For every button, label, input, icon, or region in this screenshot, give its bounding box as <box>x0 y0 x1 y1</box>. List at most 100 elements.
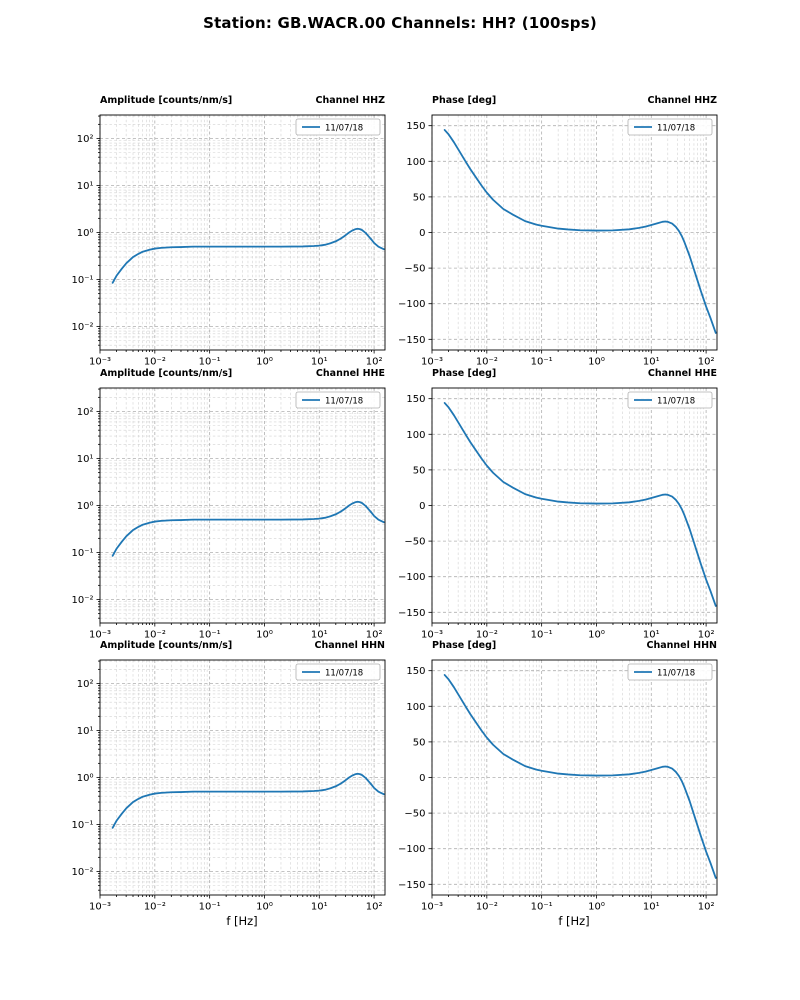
svg-text:10²: 10² <box>366 630 383 641</box>
minor-grid <box>100 388 385 623</box>
svg-text:10⁻²: 10⁻² <box>71 322 93 333</box>
svg-text:−100: −100 <box>398 572 425 583</box>
response-curve <box>111 500 385 557</box>
svg-text:10¹: 10¹ <box>643 357 660 368</box>
phase-axis-title: Phase [deg] <box>432 95 497 106</box>
svg-text:10²: 10² <box>366 357 383 368</box>
tick-marks <box>96 388 375 627</box>
legend: 11/07/18 <box>295 663 381 681</box>
svg-text:10²: 10² <box>77 407 94 418</box>
svg-text:10²: 10² <box>698 630 715 641</box>
subplot-amplitude-hhn: Amplitude [counts/nm/s] Channel HHN 10⁻³… <box>42 638 392 926</box>
svg-text:100: 100 <box>406 157 425 168</box>
svg-text:10⁻¹: 10⁻¹ <box>531 357 553 368</box>
svg-text:150: 150 <box>406 121 425 132</box>
amplitude-axis-title: Amplitude [counts/nm/s] <box>100 368 233 379</box>
subplot-phase-hhz: Phase [deg] Channel HHZ 10⁻³ 10⁻² 10⁻¹ 10⁰ 1… <box>374 93 724 381</box>
svg-text:10¹: 10¹ <box>77 726 94 737</box>
svg-text:10⁰: 10⁰ <box>256 357 273 368</box>
subplot-phase-hhn: Phase [deg] Channel HHN 10⁻³ 10⁻² 10⁻¹ 10⁰ 1… <box>374 638 724 926</box>
svg-text:10⁻²: 10⁻² <box>476 630 498 641</box>
svg-text:10⁻²: 10⁻² <box>71 595 93 606</box>
channel-label: Channel HHZ <box>315 95 385 106</box>
svg-text:10⁻¹: 10⁻¹ <box>71 548 93 559</box>
channel-label: Channel HHZ <box>647 95 717 106</box>
svg-text:10¹: 10¹ <box>643 902 660 913</box>
channel-label: Channel HHE <box>647 368 717 379</box>
major-grid <box>431 388 717 623</box>
svg-text:−150: −150 <box>398 608 425 619</box>
response-curve <box>111 772 385 829</box>
subplot-amplitude-hhe: Amplitude [counts/nm/s] Channel HHE 10⁻³… <box>42 366 392 654</box>
svg-text:−50: −50 <box>404 537 425 548</box>
svg-text:10⁻³: 10⁻³ <box>421 630 443 641</box>
svg-text:10²: 10² <box>698 357 715 368</box>
channel-label: Channel HHE <box>315 368 385 379</box>
svg-text:−150: −150 <box>398 880 425 891</box>
svg-text:10¹: 10¹ <box>311 357 328 368</box>
x-axis-label-left: f [Hz] <box>226 914 258 928</box>
svg-text:10⁻²: 10⁻² <box>144 630 166 641</box>
phase-hhz-plot: 10⁻³ 10⁻² 10⁻¹ 10⁰ 10¹ 10² 150 100 50 0 −50 −100 −15… <box>398 114 718 368</box>
svg-text:10⁻³: 10⁻³ <box>89 357 111 368</box>
svg-text:10⁰: 10⁰ <box>256 630 273 641</box>
tick-labels: 10⁻³ 10⁻² 10⁻¹ 10⁰ 10¹ 10² 10² 10¹ 10⁰ 10⁻¹ 10⁻² <box>71 407 382 641</box>
svg-text:10⁻³: 10⁻³ <box>89 630 111 641</box>
legend: 11/07/18 <box>627 663 713 681</box>
svg-text:10⁻¹: 10⁻¹ <box>531 902 553 913</box>
phase-axis-title: Phase [deg] <box>432 368 497 379</box>
legend: 11/07/18 <box>627 391 713 409</box>
legend-box <box>295 391 381 409</box>
svg-text:−100: −100 <box>398 844 425 855</box>
svg-text:10⁰: 10⁰ <box>77 773 94 784</box>
svg-text:10⁰: 10⁰ <box>77 501 94 512</box>
x-axis-label-right: f [Hz] <box>558 914 590 928</box>
svg-text:150: 150 <box>406 394 425 405</box>
svg-text:10⁻¹: 10⁻¹ <box>71 275 93 286</box>
svg-text:10⁰: 10⁰ <box>588 357 605 368</box>
legend: 11/07/18 <box>295 391 381 409</box>
channel-label: Channel HHN <box>314 640 385 651</box>
svg-text:−50: −50 <box>404 809 425 820</box>
phase-hhe-plot: 10⁻³ 10⁻² 10⁻¹ 10⁰ 10¹ 10² 150 100 50 0 −50 −100 −15… <box>398 387 718 641</box>
svg-text:0: 0 <box>419 501 425 512</box>
svg-text:10⁰: 10⁰ <box>77 228 94 239</box>
svg-text:10⁻³: 10⁻³ <box>421 357 443 368</box>
tick-marks <box>428 125 707 354</box>
svg-text:10⁻¹: 10⁻¹ <box>71 820 93 831</box>
svg-text:50: 50 <box>413 737 426 748</box>
minor-grid <box>448 660 704 895</box>
major-grid <box>99 115 385 350</box>
svg-text:10⁻²: 10⁻² <box>476 357 498 368</box>
phase-hhn-plot: 10⁻³ 10⁻² 10⁻¹ 10⁰ 10¹ 10² 150 100 50 0 −50 −100 −15… <box>398 659 718 913</box>
svg-text:10²: 10² <box>77 134 94 145</box>
svg-text:0: 0 <box>419 773 425 784</box>
svg-text:10⁻¹: 10⁻¹ <box>531 630 553 641</box>
tick-marks <box>428 398 707 627</box>
major-grid <box>99 388 385 623</box>
svg-text:10⁻¹: 10⁻¹ <box>199 357 221 368</box>
svg-text:10¹: 10¹ <box>311 630 328 641</box>
tick-marks <box>96 660 375 899</box>
svg-text:10¹: 10¹ <box>311 902 328 913</box>
svg-text:10⁻³: 10⁻³ <box>421 902 443 913</box>
svg-text:10⁰: 10⁰ <box>588 630 605 641</box>
minor-grid <box>100 115 385 350</box>
svg-text:10⁻²: 10⁻² <box>144 357 166 368</box>
legend-box <box>627 391 713 409</box>
svg-text:50: 50 <box>413 192 426 203</box>
subplot-phase-hhe: Phase [deg] Channel HHE 10⁻³ 10⁻² 10⁻¹ 10⁰ 1… <box>374 366 724 654</box>
svg-text:10²: 10² <box>77 679 94 690</box>
tick-labels: 10⁻³ 10⁻² 10⁻¹ 10⁰ 10¹ 10² 150 100 50 0 −50 −100 −15… <box>398 394 714 640</box>
svg-text:150: 150 <box>406 666 425 677</box>
amplitude-hhn-plot: 10⁻³ 10⁻² 10⁻¹ 10⁰ 10¹ 10² 10² 10¹ 10⁰ 10⁻¹ 10⁻² 11… <box>71 659 386 913</box>
tick-labels: 10⁻³ 10⁻² 10⁻¹ 10⁰ 10¹ 10² 150 100 50 0 −50 −100 −15… <box>398 666 714 912</box>
svg-text:10⁻³: 10⁻³ <box>89 902 111 913</box>
svg-text:10⁻¹: 10⁻¹ <box>199 630 221 641</box>
legend-label: 11/07/18 <box>657 397 695 407</box>
phase-axis-title: Phase [deg] <box>432 640 497 651</box>
svg-text:10⁻²: 10⁻² <box>144 902 166 913</box>
svg-text:10⁻²: 10⁻² <box>476 902 498 913</box>
svg-text:−150: −150 <box>398 335 425 346</box>
